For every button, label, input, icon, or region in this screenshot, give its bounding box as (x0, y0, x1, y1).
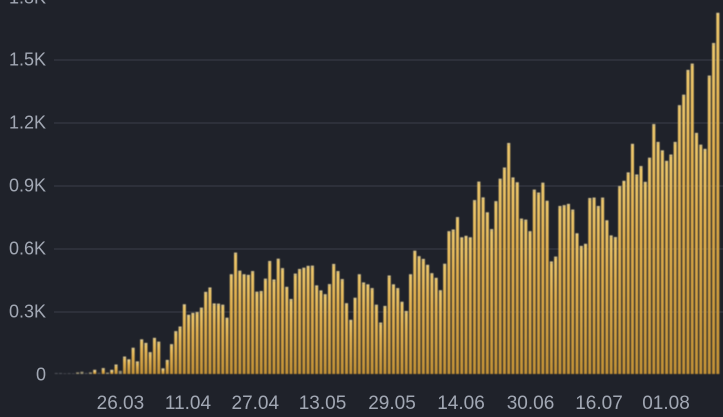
svg-text:16.07: 16.07 (575, 393, 623, 414)
svg-text:0.9K: 0.9K (9, 176, 46, 196)
svg-text:11.04: 11.04 (165, 393, 212, 414)
svg-text:14.06: 14.06 (437, 393, 485, 414)
svg-text:29.05: 29.05 (368, 393, 416, 414)
svg-text:0: 0 (36, 365, 46, 385)
svg-text:1.2K: 1.2K (9, 113, 46, 133)
svg-text:13.05: 13.05 (299, 393, 347, 414)
svg-text:0.6K: 0.6K (9, 239, 46, 259)
svg-text:30.06: 30.06 (507, 393, 555, 414)
svg-text:0.3K: 0.3K (9, 302, 46, 322)
svg-text:26.03: 26.03 (97, 393, 145, 414)
svg-text:27.04: 27.04 (232, 393, 280, 414)
svg-text:01.08: 01.08 (642, 393, 690, 414)
svg-text:1.5K: 1.5K (9, 50, 46, 70)
svg-text:1.8K: 1.8K (9, 0, 46, 8)
